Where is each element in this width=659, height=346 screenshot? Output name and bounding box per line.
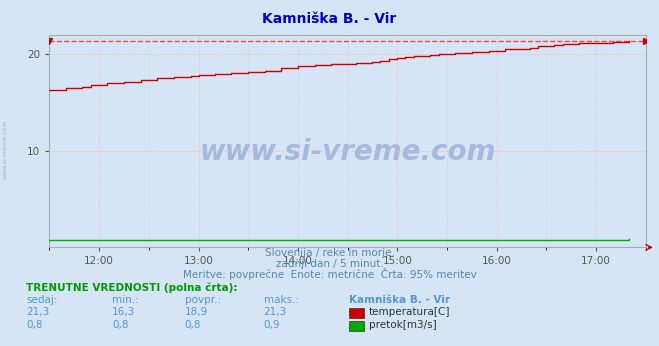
Text: 0,8: 0,8 [112,320,129,330]
Text: 21,3: 21,3 [26,307,49,317]
Text: www.si-vreme.com: www.si-vreme.com [3,119,8,179]
Text: povpr.:: povpr.: [185,295,221,305]
Text: Slovenija / reke in morje.: Slovenija / reke in morje. [264,248,395,258]
Text: pretok[m3/s]: pretok[m3/s] [369,320,437,330]
Text: sedaj:: sedaj: [26,295,58,305]
Text: Kamniška B. - Vir: Kamniška B. - Vir [349,295,450,305]
Text: temperatura[C]: temperatura[C] [369,307,451,317]
Text: 0,8: 0,8 [185,320,201,330]
Text: 16,3: 16,3 [112,307,135,317]
Text: TRENUTNE VREDNOSTI (polna črta):: TRENUTNE VREDNOSTI (polna črta): [26,283,238,293]
Text: Kamniška B. - Vir: Kamniška B. - Vir [262,12,397,26]
Text: www.si-vreme.com: www.si-vreme.com [200,138,496,166]
Text: 21,3: 21,3 [264,307,287,317]
Text: zadnji dan / 5 minut.: zadnji dan / 5 minut. [275,259,384,268]
Text: Meritve: povprečne  Enote: metrične  Črta: 95% meritev: Meritve: povprečne Enote: metrične Črta:… [183,268,476,280]
Text: min.:: min.: [112,295,139,305]
Text: 0,9: 0,9 [264,320,280,330]
Text: 0,8: 0,8 [26,320,43,330]
Text: 18,9: 18,9 [185,307,208,317]
Text: maks.:: maks.: [264,295,299,305]
